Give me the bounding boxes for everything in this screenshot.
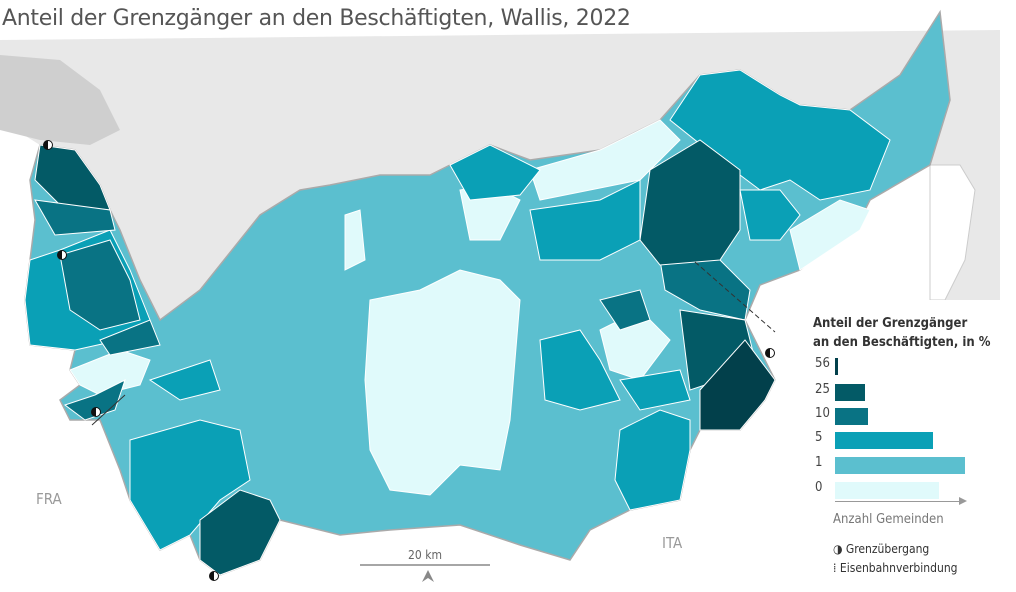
legend-bar <box>835 408 868 425</box>
wallis-municipalities <box>24 9 951 576</box>
legend-title-line1: Anteil der Grenzgänger <box>813 316 968 331</box>
region-0-central <box>364 269 521 496</box>
legend-title: Anteil der Grenzgänger an den Beschäftig… <box>813 314 991 352</box>
region-5-south-central <box>539 329 621 411</box>
legend-border-crossing: ◑ Grenzübergang <box>833 542 929 556</box>
country-label-ita: ITA <box>662 534 683 552</box>
border-crossings <box>43 140 775 581</box>
legend-bar <box>835 432 933 449</box>
half-filled-circle-icon: ◑ <box>833 542 843 556</box>
region-10-small-central <box>599 289 651 331</box>
region-10-west-mid <box>99 319 161 356</box>
legend-railway: ⁞ Eisenbahnverbindung <box>833 561 958 575</box>
legend-bar <box>835 358 838 375</box>
legend-axis <box>835 501 963 502</box>
legend-class-label: 10 <box>815 406 830 421</box>
legend-class-label: 1 <box>815 455 823 470</box>
half-filled-circle-icon <box>209 571 219 581</box>
scale-label: 20 km <box>408 548 442 562</box>
region-25-south <box>199 489 281 576</box>
region-56-southeast <box>699 339 776 431</box>
region-5-nw-top <box>449 144 541 201</box>
legend-bar <box>835 482 939 499</box>
half-filled-circle-icon <box>91 407 101 417</box>
legend-class-label: 5 <box>815 430 823 445</box>
region-10-nw <box>34 199 116 236</box>
legend-bar <box>835 384 865 401</box>
map-title: Anteil der Grenzgänger an den Beschäftig… <box>0 4 637 33</box>
legend-title-line2: an den Beschäftigten, in % <box>813 335 991 350</box>
railway-line-simplon <box>694 261 776 333</box>
legend-railway-label: Eisenbahnverbindung <box>839 561 958 575</box>
legend-class-label: 25 <box>815 382 830 397</box>
region-5-mid-east <box>619 369 691 411</box>
half-filled-circle-icon <box>57 250 67 260</box>
half-filled-circle-icon <box>43 140 53 150</box>
region-0-mid <box>344 209 366 271</box>
half-filled-circle-icon <box>765 348 775 358</box>
dashed-line-icon: ⁞ <box>833 561 837 575</box>
legend-border-crossing-label: Grenzübergang <box>845 542 930 556</box>
region-10-sw-shore <box>63 379 126 421</box>
region-0-east <box>789 199 871 271</box>
region-25-east <box>639 139 741 266</box>
legend: Anteil der Grenzgänger an den Beschäftig… <box>803 300 1008 592</box>
region-5-se <box>614 409 691 511</box>
axis-arrow-icon <box>959 497 967 505</box>
region-0-north <box>529 119 681 201</box>
north-arrow-icon <box>422 570 434 582</box>
legend-class-label: 56 <box>815 356 830 371</box>
region-5-west-mid <box>148 359 221 401</box>
railway-line-west <box>91 394 126 426</box>
lake-geneva <box>0 55 120 145</box>
legend-bar <box>835 457 965 474</box>
legend-class-label: 0 <box>815 480 823 495</box>
region-5-sw <box>129 419 251 551</box>
region-10-west <box>59 239 141 331</box>
region-5-east-border <box>739 189 801 241</box>
country-label-fra: FRA <box>36 490 62 508</box>
legend-axis-label: Anzahl Gemeinden <box>833 512 944 527</box>
